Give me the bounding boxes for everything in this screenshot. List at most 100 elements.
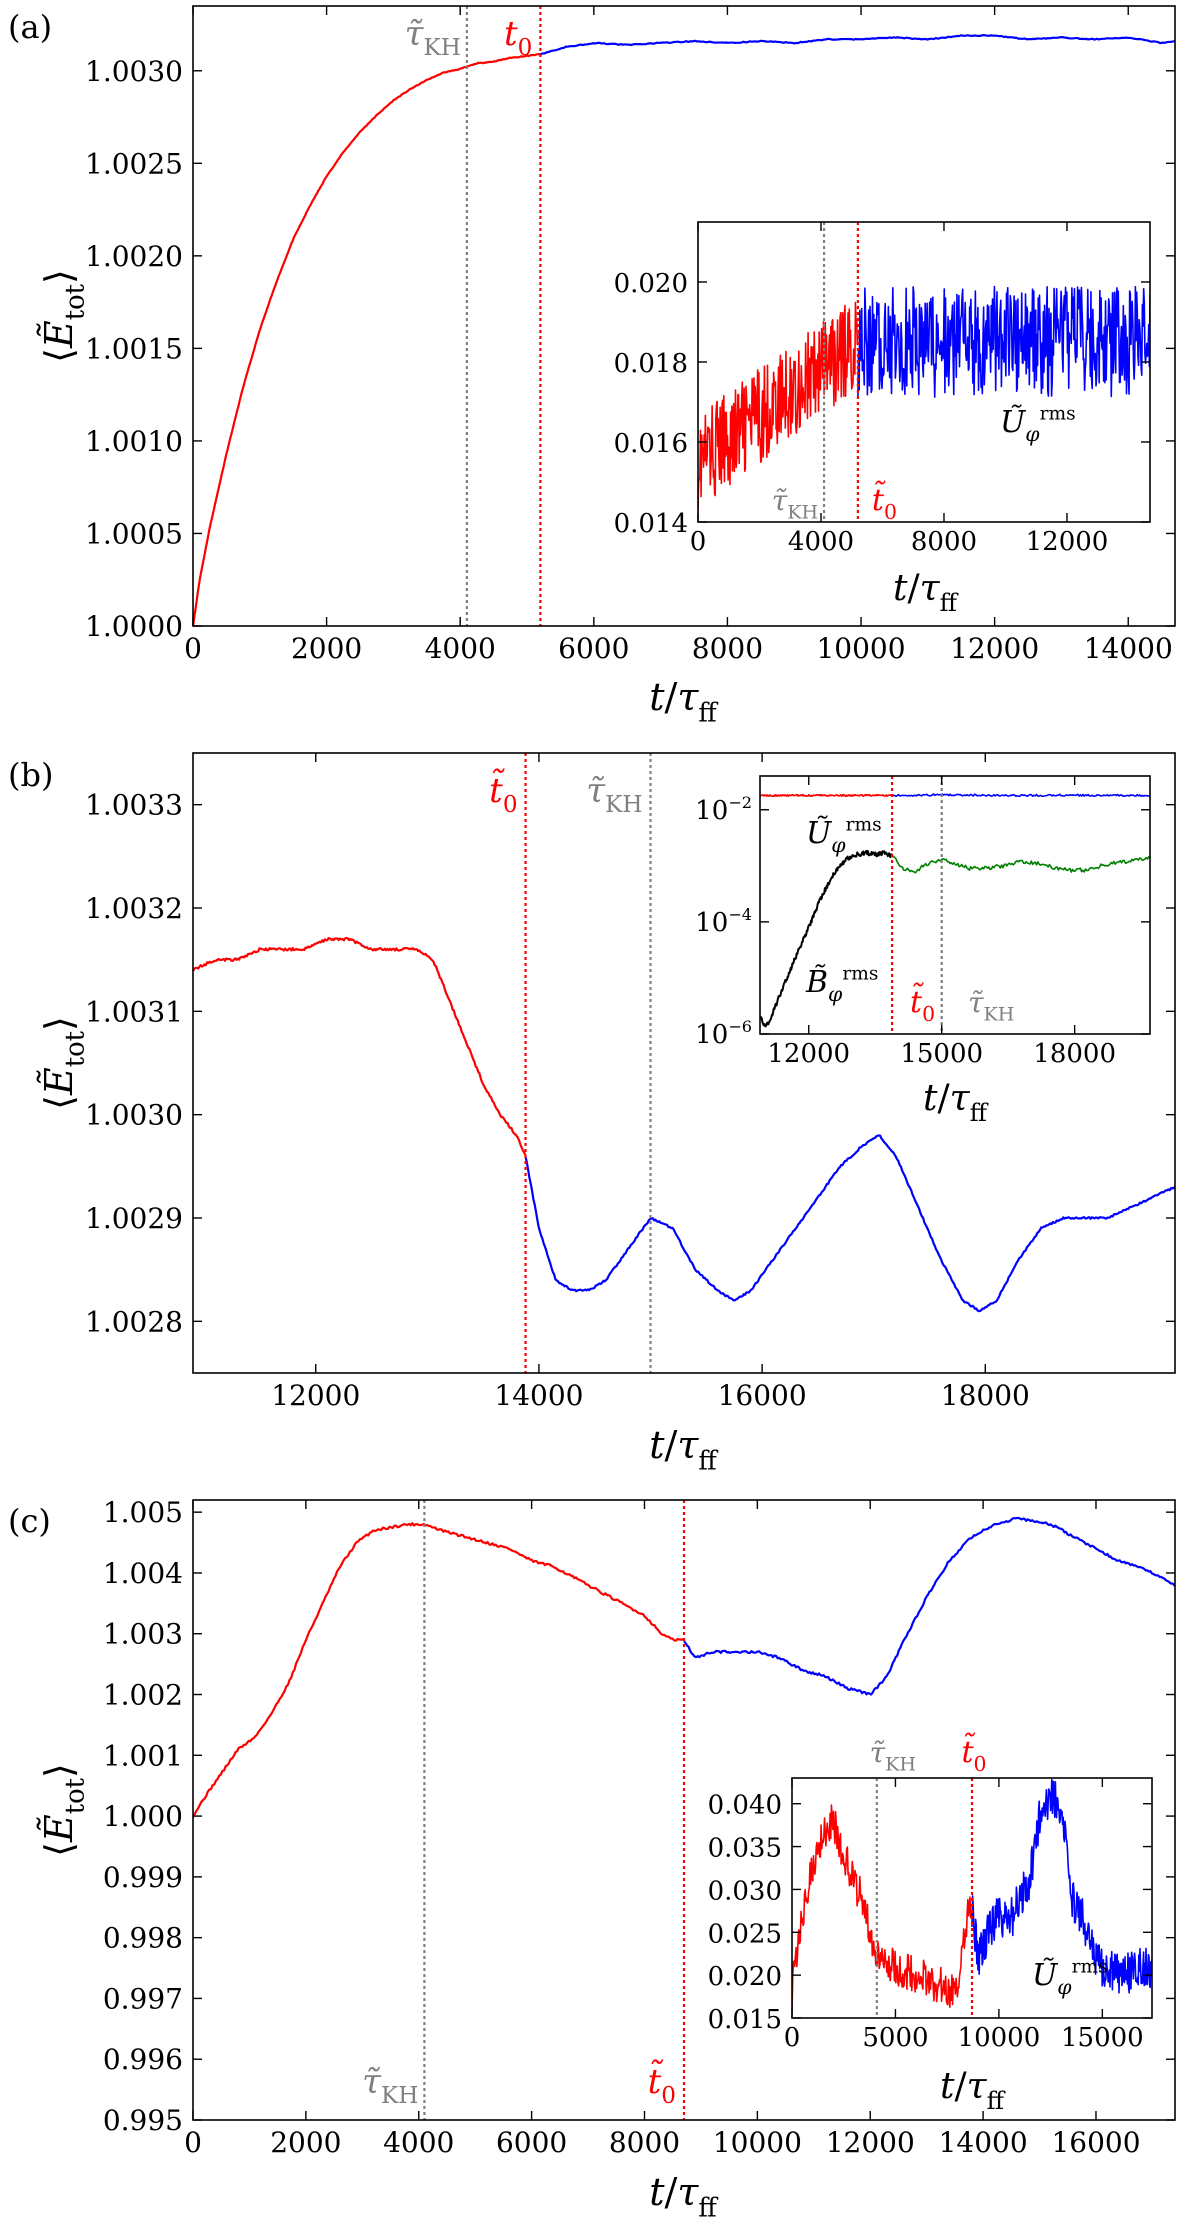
y-axis-label: ⟨Ẽtot⟩ (37, 1016, 90, 1110)
axis-a-ytick-label: 1.0010 (85, 425, 183, 458)
axis-a-inset-ytick-label: 0.018 (614, 349, 688, 379)
inset-series-green (891, 855, 1150, 874)
axis-a-xtick-label: 6000 (558, 632, 629, 665)
axis-c-inset-frame (791, 1777, 1153, 2019)
label-tau-kh: τ̃KH (362, 2062, 418, 2109)
inset-series-blue (891, 793, 1150, 798)
axis-b-inset-xtick-label: 12000 (767, 1039, 850, 1069)
axis-b-ytick-label: 1.0028 (85, 1305, 183, 1338)
axis-c-ytick-label: 0.996 (103, 2043, 183, 2076)
axis-c-xtick-label: 10000 (713, 2126, 802, 2159)
axis-a-xtick-label: 0 (184, 632, 202, 665)
label-t0: t0 (504, 14, 532, 61)
axis-a-inset-frame (697, 221, 1151, 523)
inset-x-axis-label: t/τff (893, 568, 959, 617)
label-t0: t̃0 (648, 2059, 676, 2110)
axis-b-xtick-label: 14000 (494, 1379, 583, 1412)
axis-b-ytick-label: 1.0030 (85, 1099, 183, 1132)
panel-label: (c) (8, 1502, 51, 1540)
panel-label: (a) (8, 8, 52, 46)
axis-b-xtick-label: 18000 (941, 1379, 1030, 1412)
axis-a-ytick-label: 1.0005 (85, 517, 183, 550)
axis-c-inset-ytick-label: 0.040 (708, 1791, 782, 1821)
axis-c-ytick-label: 1.004 (103, 1557, 183, 1590)
series-line-red (192, 52, 541, 625)
axis-c-inset-ytick-label: 0.015 (708, 2005, 782, 2035)
x-axis-label: t/τff (649, 675, 718, 728)
axis-a-inset-xtick-label: 8000 (911, 527, 977, 557)
axis-c-inset-ytick-label: 0.030 (708, 1876, 782, 1906)
axis-a-ytick-label: 1.0020 (85, 240, 183, 273)
axis-c-xtick-label: 2000 (270, 2126, 341, 2159)
series-line-red (192, 936, 527, 1156)
axis-a-ytick-label: 1.0015 (85, 332, 183, 365)
axis-a-xtick-label: 8000 (692, 632, 763, 665)
axis-a-inset-ytick-label: 0.020 (614, 269, 688, 299)
axis-c-inset-xtick-label: 0 (784, 2023, 801, 2053)
axis-c-ytick-label: 0.995 (103, 2104, 183, 2137)
axis-c-inset-ytick-label: 0.020 (708, 1962, 782, 1992)
axis-a-ytick-label: 1.0025 (85, 147, 183, 180)
axis-a-inset-xtick-label: 4000 (788, 527, 854, 557)
axis-b-inset-ytick-label: 10−6 (695, 1017, 752, 1050)
inset-label-t0: t̃0 (910, 982, 935, 1026)
y-axis-label: ⟨Ẽtot⟩ (37, 1763, 90, 1857)
axis-a-ytick-label: 1.0000 (85, 610, 183, 643)
axis-a-xtick-label: 10000 (816, 632, 905, 665)
inset-series-label: Ũφrms (1032, 1956, 1108, 1999)
axis-a-frame (192, 5, 1176, 627)
axis-b-inset-ytick-label: 10−4 (695, 905, 752, 938)
axis-a-xtick-label: 2000 (291, 632, 362, 665)
axis-c-xtick-label: 12000 (826, 2126, 915, 2159)
axis-c-ytick-label: 0.997 (103, 1982, 183, 2015)
label-tau-kh: τ̃KH (586, 771, 642, 818)
inset-series-red (792, 1804, 973, 2012)
axis-c-inset-ytick-label: 0.025 (708, 1919, 782, 1949)
axis-a-ytick-label: 1.0030 (85, 55, 183, 88)
axis-b-ytick-label: 1.0033 (85, 789, 183, 822)
axis-a-inset-xtick-label: 12000 (1026, 527, 1109, 557)
y-axis-label: ⟨Ẽtot⟩ (37, 269, 90, 363)
axis-c-ytick-label: 0.998 (103, 1922, 183, 1955)
axis-b-ytick-label: 1.0029 (85, 1202, 183, 1235)
axis-b-frame (192, 752, 1176, 1374)
inset-label-tau-kh: τ̃KH (968, 986, 1014, 1025)
inset-series-blue (971, 1778, 1152, 1994)
axis-c-ytick-label: 1.002 (103, 1679, 183, 1712)
axis-c-ytick-label: 1.003 (103, 1618, 183, 1651)
axis-c-xtick-label: 16000 (1051, 2126, 1140, 2159)
axis-a-inset-xtick-label: 0 (690, 527, 707, 557)
inset-series-black (760, 849, 894, 1028)
axis-b-xtick-label: 16000 (718, 1379, 807, 1412)
inset-label-t0: t̃0 (961, 1732, 986, 1776)
x-axis-label: t/τff (649, 1423, 718, 1476)
axis-c-xtick-label: 0 (184, 2126, 202, 2159)
axis-c-xtick-label: 14000 (939, 2126, 1028, 2159)
axis-b-inset-frame (759, 775, 1151, 1035)
inset-label-tau-kh: τ̃KH (772, 484, 818, 523)
series-line-blue (524, 1134, 1175, 1313)
inset-label-t0: t̃0 (872, 480, 897, 524)
axis-c-ytick-label: 1.001 (103, 1739, 183, 1772)
label-t0: t̃0 (489, 768, 517, 819)
inset-x-axis-label: t/τff (923, 1078, 989, 1127)
inset-label-tau-kh: τ̃KH (870, 1736, 916, 1775)
panel-a: 0 2000 4000 6000 8000 10000 12000 14000 1.0000 1.… (8, 5, 1176, 728)
axis-b-ytick-label: 1.0032 (85, 892, 183, 925)
label-tau-kh: τ̃KH (405, 14, 461, 61)
axis-b-inset-xtick-label: 18000 (1033, 1039, 1116, 1069)
axis-c-ytick-label: 0.999 (103, 1861, 183, 1894)
inset-bg (760, 776, 1150, 1034)
inset-label-b-rms: B̃φrms (805, 963, 878, 1006)
x-axis-label: t/τff (649, 2170, 718, 2223)
series-line-red (192, 1522, 685, 1818)
panel-label: (b) (8, 756, 53, 794)
axis-b-xtick-label: 12000 (271, 1379, 360, 1412)
axis-a-xtick-label: 14000 (1084, 632, 1173, 665)
axis-c-xtick-label: 6000 (496, 2126, 567, 2159)
inset-series-label: Ũφrms (1000, 403, 1076, 446)
axis-c-inset-xtick-label: 5000 (862, 2023, 928, 2053)
axis-c-ytick-label: 1.005 (103, 1496, 183, 1529)
axis-c-inset-ytick-label: 0.035 (708, 1834, 782, 1864)
axis-b-inset-ytick-label: 10−2 (695, 793, 752, 826)
